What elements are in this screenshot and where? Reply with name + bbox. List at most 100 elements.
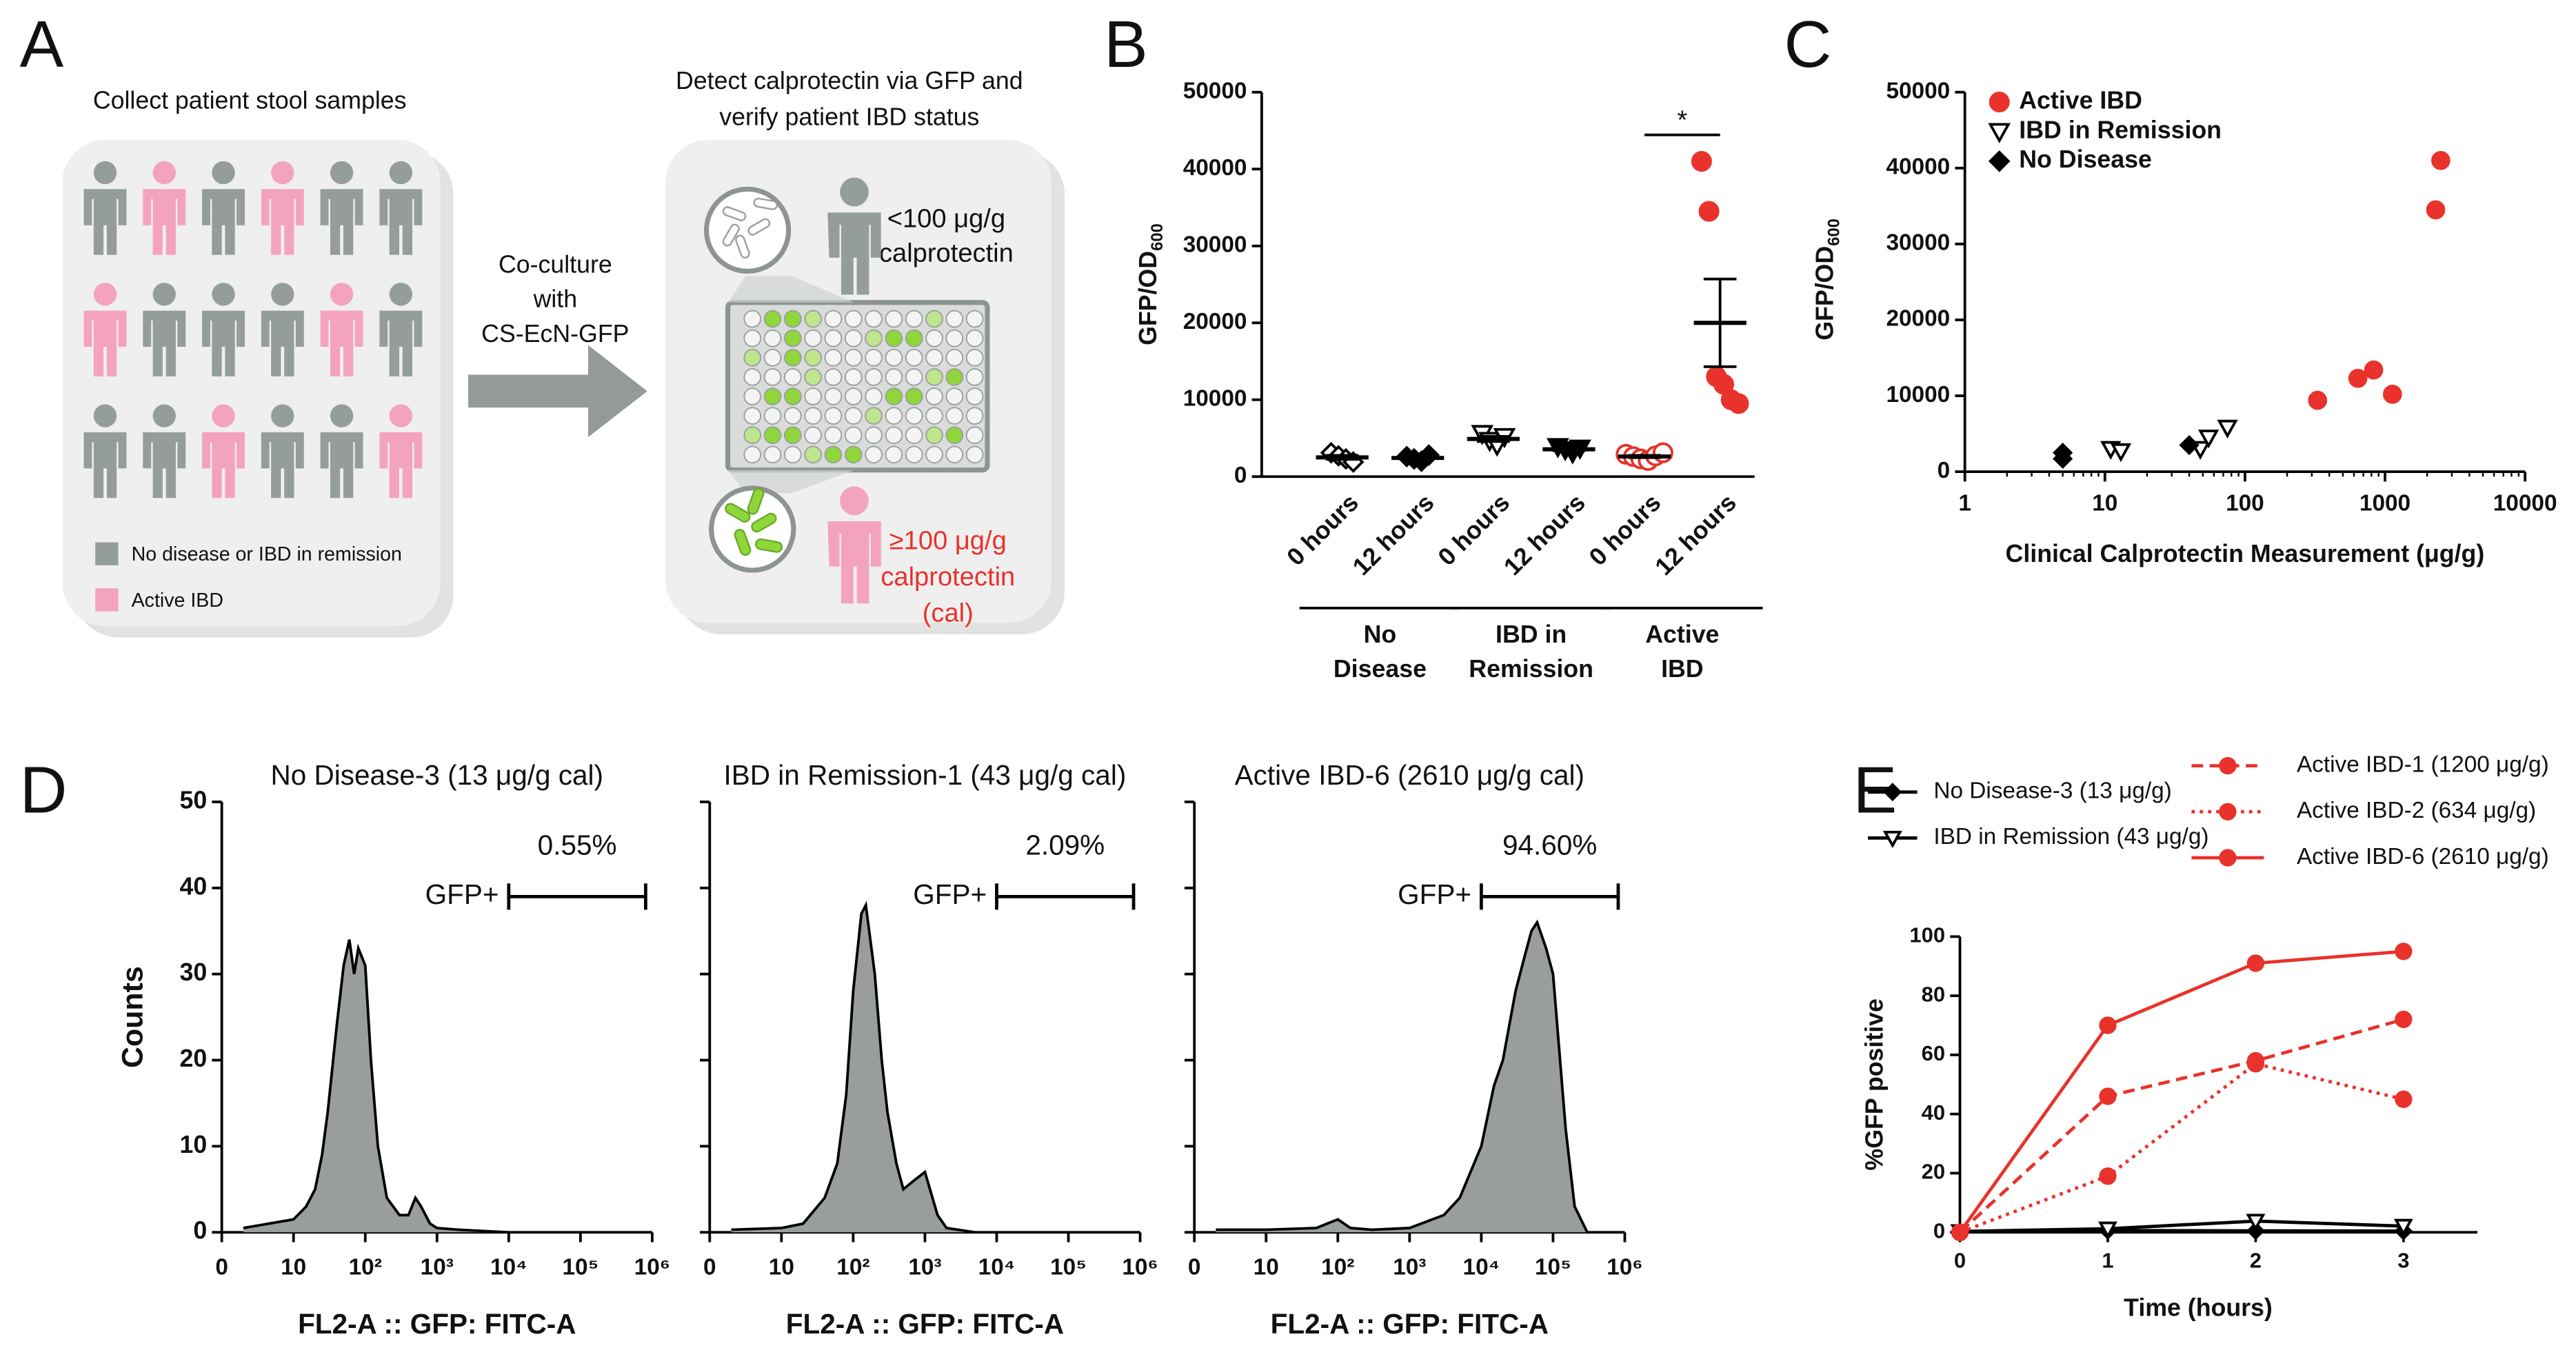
legend-marker [2219,849,2237,867]
person-icon [827,521,881,604]
person-icon [83,310,127,376]
y-axis-label-main: GFP/OD [1811,246,1839,341]
well [804,426,823,445]
person-icon [330,161,354,185]
well [905,310,923,328]
threshold-label: calprotectin [879,239,1014,268]
marker [2198,430,2220,449]
x-axis-label: FL2-A :: GFP: FITC-A [298,1308,576,1340]
well [824,329,843,348]
legend-swatch [95,542,119,565]
marker [2431,150,2451,170]
bacterium [747,487,765,515]
well [945,387,964,405]
area-fill [243,939,509,1233]
y-tick-label: 40000 [1886,154,1950,180]
y-tick-label: 30 [179,958,207,986]
legend-label: IBD in Remission [2019,116,2222,143]
legend-marker [2219,803,2237,821]
well [965,445,984,464]
x-tick-label: 10000 [2493,491,2557,516]
diagram-title: verify patient IBD status [719,103,979,130]
y-tick-label: 0 [1933,1218,1945,1242]
legend-swatch [95,588,119,612]
y-axis-label: %GFP positive [1860,998,1888,1170]
well [743,368,762,386]
bacterium [747,218,771,236]
well [784,426,802,445]
area-line [731,900,976,1234]
series-line [1958,1018,2404,1234]
well [763,368,782,386]
well [925,329,943,348]
well [824,426,843,445]
well [844,310,863,328]
well [945,368,964,386]
series-line [1960,1219,2404,1234]
person-icon [261,189,304,255]
bacterium [725,503,751,523]
well [865,310,883,328]
well [945,445,964,464]
y-axis-label-main: GFP/OD [1134,251,1162,345]
person-icon [320,432,363,499]
well [784,348,802,367]
x-tick-label: 10⁴ [490,1254,527,1280]
threshold-label: <100 μg/g [887,204,1005,234]
gate-label: GFP+ [913,878,987,910]
bacterium [755,538,783,553]
well [743,348,762,367]
well [905,407,923,425]
well [743,407,762,425]
legend-label: Active IBD-1 (1200 μg/g) [2297,752,2549,777]
x-axis-label: FL2-A :: GFP: FITC-A [786,1308,1064,1340]
person-icon [152,404,176,427]
arrow-label: Co-culture [499,251,612,279]
well [824,445,843,464]
y-tick-label: 60 [1922,1041,1945,1065]
area-line [1216,919,1589,1234]
x-tick-label: 10² [836,1254,869,1280]
person-icon [152,283,176,306]
arrow-label: CS-EcN-GFP [481,320,629,348]
y-tick-label: 0 [1938,458,1951,483]
x-tick-label: 1 [2102,1248,2113,1272]
x-tick-label: 10⁴ [978,1254,1016,1280]
bacterium [722,223,740,247]
x-axis-label: Time (hours) [2124,1294,2273,1322]
marker [2382,384,2402,404]
person-icon [93,283,117,306]
y-tick-label: 30000 [1183,232,1247,258]
person-icon [93,161,117,185]
well [824,348,843,367]
well [865,387,883,405]
y-axis-label-subscript: 600 [1825,219,1844,246]
well [804,348,823,367]
legend-label: IBD in Remission (43 μg/g) [1933,824,2208,849]
well [945,407,964,425]
person-icon [83,189,127,255]
marker [2246,1214,2266,1231]
marker [1698,201,1720,222]
x-tick-label: 10⁵ [1050,1254,1087,1280]
person-icon [271,404,294,427]
series-line [1958,949,2404,1234]
x-tick-label: 0 [703,1254,716,1280]
diagram-title: Collect patient stool samples [93,86,407,114]
well [945,426,964,445]
y-tick-label: 20 [179,1045,207,1072]
well [844,387,863,405]
marker [2395,1090,2413,1108]
arrow-label: with [533,285,578,313]
person-icon [93,404,117,427]
well [865,368,883,386]
area-fill [1216,922,1588,1233]
well [885,387,903,405]
well [885,426,903,445]
marker [2110,443,2132,463]
well [885,348,903,367]
person-icon [271,283,294,306]
well [743,426,762,445]
y-tick-label: 40000 [1183,155,1247,181]
legend-label: Active IBD-2 (634 μg/g) [2297,798,2536,823]
